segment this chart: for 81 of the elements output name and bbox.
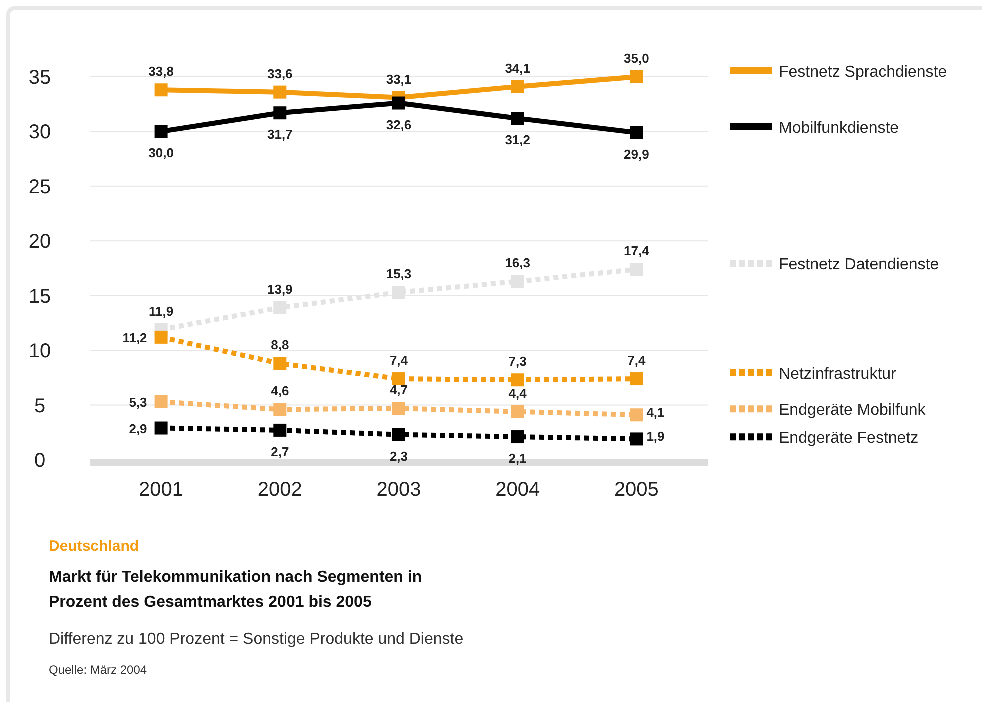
- point: [511, 275, 524, 288]
- point: [392, 372, 406, 386]
- data-label: 7,4: [628, 353, 646, 368]
- data-label: 11,2: [122, 330, 148, 346]
- legend-label: Festnetz Datendienste: [779, 256, 940, 274]
- text: Deutschland: [49, 538, 140, 555]
- source-note: Quelle: März 2004: [49, 663, 148, 677]
- point: [274, 357, 287, 370]
- x-tick-label: 2002: [258, 479, 302, 501]
- point: [274, 424, 287, 437]
- point: [511, 112, 524, 126]
- x-tick-label: 2004: [496, 479, 540, 501]
- data-label: 5,3: [129, 395, 148, 410]
- data-label: 34,1: [505, 60, 530, 76]
- point: [274, 301, 287, 314]
- point: [274, 403, 287, 416]
- point: [392, 286, 406, 300]
- point: [511, 374, 524, 387]
- data-label: 8,8: [271, 338, 290, 353]
- point: [154, 125, 168, 138]
- x-tick-label: 2005: [614, 479, 659, 501]
- point: [392, 428, 406, 442]
- point: [630, 372, 644, 386]
- point: [511, 430, 524, 444]
- data-label: 30,0: [148, 146, 174, 161]
- y-tick-label: 30: [28, 122, 52, 144]
- point: [630, 408, 644, 422]
- x-tick-label: 2003: [376, 479, 422, 501]
- point: [274, 106, 287, 120]
- point: [630, 126, 644, 140]
- x-tick-label: 2001: [139, 479, 184, 501]
- data-label: 33,1: [386, 72, 412, 87]
- point: [392, 96, 406, 110]
- point: [630, 432, 644, 446]
- point: [154, 396, 168, 409]
- point: [154, 84, 168, 97]
- point: [154, 330, 168, 344]
- data-label: 4,1: [646, 405, 665, 420]
- data-label: 2,3: [390, 448, 408, 464]
- data-label: 29,9: [624, 146, 650, 162]
- data-label: 4,6: [271, 384, 290, 399]
- point: [630, 70, 644, 84]
- data-label: 2,1: [508, 451, 527, 466]
- y-tick-label: 20: [28, 231, 52, 254]
- point: [511, 80, 524, 94]
- point: [511, 405, 524, 418]
- data-label: 4,4: [508, 386, 528, 401]
- y-tick-label: 35: [28, 67, 52, 89]
- data-label: 15,3: [386, 266, 412, 282]
- text: Markt für Telekommunikation nach Segmenten in Prozent des Gesamtmarktes 2001 bis 2005: [49, 569, 422, 611]
- data-label: 32,6: [386, 117, 412, 132]
- legend-label: Endgeräte Festnetz: [779, 430, 919, 448]
- data-label: 11,9: [149, 304, 174, 319]
- data-label: 1,9: [646, 429, 665, 444]
- y-tick-label: 5: [34, 395, 46, 418]
- y-tick-label: 0: [34, 450, 46, 472]
- point: [154, 422, 168, 435]
- legend-label: Mobilfunkdienste: [779, 120, 900, 137]
- y-tick-label: 15: [28, 286, 52, 308]
- data-label: 16,3: [505, 256, 530, 271]
- legend-label: Netzinfrastruktur: [779, 366, 898, 384]
- point: [274, 86, 287, 99]
- data-label: 2,7: [271, 444, 290, 460]
- data-label: 35,0: [624, 51, 650, 66]
- data-label: 31,7: [268, 127, 293, 142]
- y-tick-label: 25: [28, 176, 52, 198]
- legend-label: Endgeräte Mobilfunk: [779, 402, 927, 420]
- point: [630, 263, 644, 276]
- legend-label: Festnetz Sprachdienste: [779, 64, 948, 81]
- data-label: 2,9: [129, 421, 148, 436]
- point: [392, 402, 406, 416]
- text: Differenz zu 100 Prozent = Sonstige Produkte und Dienste: [49, 631, 464, 648]
- data-label: 13,9: [268, 282, 293, 297]
- data-label: 33,6: [268, 66, 293, 82]
- data-label: 7,3: [508, 354, 527, 370]
- data-label: 17,4: [624, 244, 650, 259]
- data-label: 4,7: [390, 382, 408, 398]
- data-label: 31,2: [505, 132, 530, 148]
- y-tick-label: 10: [28, 340, 52, 363]
- data-label: 33,8: [148, 64, 174, 80]
- data-label: 7,4: [390, 353, 409, 368]
